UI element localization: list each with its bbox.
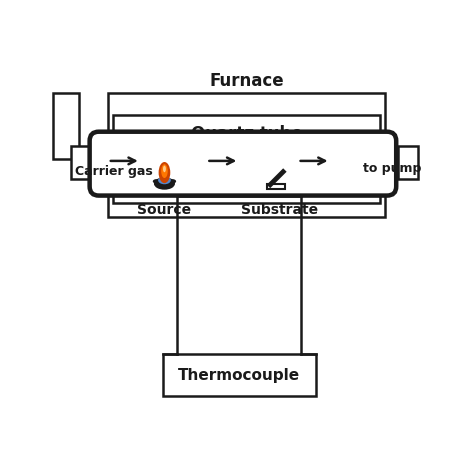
FancyBboxPatch shape — [398, 146, 418, 179]
Text: Source: Source — [137, 203, 191, 217]
FancyBboxPatch shape — [53, 93, 79, 159]
Text: Carrier gas: Carrier gas — [75, 165, 153, 178]
Ellipse shape — [153, 179, 160, 183]
FancyBboxPatch shape — [108, 93, 385, 218]
Ellipse shape — [159, 162, 170, 183]
Ellipse shape — [161, 164, 168, 178]
FancyBboxPatch shape — [163, 355, 316, 396]
Ellipse shape — [163, 165, 166, 172]
Text: Substrate: Substrate — [241, 203, 318, 217]
Text: Furnace: Furnace — [209, 72, 284, 90]
Ellipse shape — [158, 176, 171, 184]
FancyBboxPatch shape — [72, 146, 91, 179]
FancyBboxPatch shape — [90, 132, 396, 196]
Ellipse shape — [169, 179, 176, 183]
Text: Quartz tube: Quartz tube — [191, 125, 302, 143]
Text: to pump: to pump — [364, 162, 422, 175]
FancyBboxPatch shape — [113, 115, 380, 203]
Bar — [267, 184, 285, 189]
Ellipse shape — [155, 178, 174, 189]
Text: Thermocouple: Thermocouple — [178, 368, 301, 383]
